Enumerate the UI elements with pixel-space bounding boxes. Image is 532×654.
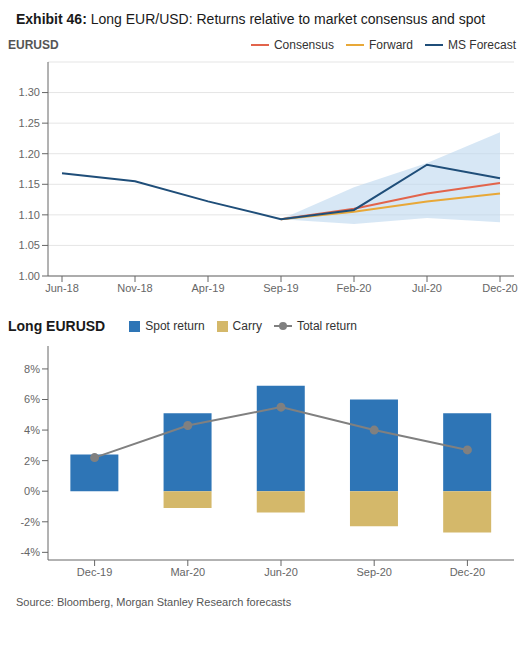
svg-text:1.15: 1.15	[19, 178, 40, 190]
svg-text:8%: 8%	[24, 363, 40, 375]
svg-text:Sep-20: Sep-20	[356, 566, 391, 578]
svg-text:1.25: 1.25	[19, 117, 40, 129]
svg-text:Apr-19: Apr-19	[191, 282, 224, 294]
svg-text:-2%: -2%	[20, 516, 40, 528]
svg-text:2%: 2%	[24, 455, 40, 467]
svg-text:Nov-18: Nov-18	[117, 282, 152, 294]
svg-text:Jun-20: Jun-20	[264, 566, 298, 578]
svg-text:Dec-20: Dec-20	[482, 282, 517, 294]
svg-text:1.00: 1.00	[19, 270, 40, 282]
svg-text:Jun-18: Jun-18	[45, 282, 79, 294]
svg-text:Dec-20: Dec-20	[450, 566, 485, 578]
html-text:EURUSD: EURUSD	[8, 38, 59, 52]
html-text:Forward: Forward	[369, 38, 413, 52]
html-text:MS Forecast: MS Forecast	[448, 38, 516, 52]
svg-text:Sep-19: Sep-19	[263, 282, 298, 294]
html-text:Carry: Carry	[232, 319, 262, 333]
html-text:Consensus: Consensus	[273, 38, 334, 52]
html-text:Spot return: Spot return	[145, 319, 205, 333]
svg-text:6%: 6%	[24, 393, 40, 405]
html-text:Long EURUSD: Long EURUSD	[8, 318, 106, 334]
svg-text:0%: 0%	[24, 485, 40, 497]
html-text:Total return: Total return	[296, 319, 357, 333]
svg-text:Dec-19: Dec-19	[77, 566, 112, 578]
svg-text:4%: 4%	[24, 424, 40, 436]
html-text:Source: Bloomberg, Morgan Stan: Source: Bloomberg, Morgan Stanley Resear…	[16, 596, 292, 608]
svg-text:Jul-20: Jul-20	[412, 282, 442, 294]
svg-text:Feb-20: Feb-20	[337, 282, 372, 294]
svg-text:1.10: 1.10	[19, 209, 40, 221]
html-text:Exhibit 46: Long EUR/USD: Retu: Exhibit 46: Long EUR/USD: Returns relati…	[16, 11, 486, 27]
svg-text:Mar-20: Mar-20	[170, 566, 205, 578]
svg-text:-4%: -4%	[20, 546, 40, 558]
svg-text:1.05: 1.05	[19, 239, 40, 251]
svg-text:1.20: 1.20	[19, 148, 40, 160]
svg-text:1.30: 1.30	[19, 86, 40, 98]
